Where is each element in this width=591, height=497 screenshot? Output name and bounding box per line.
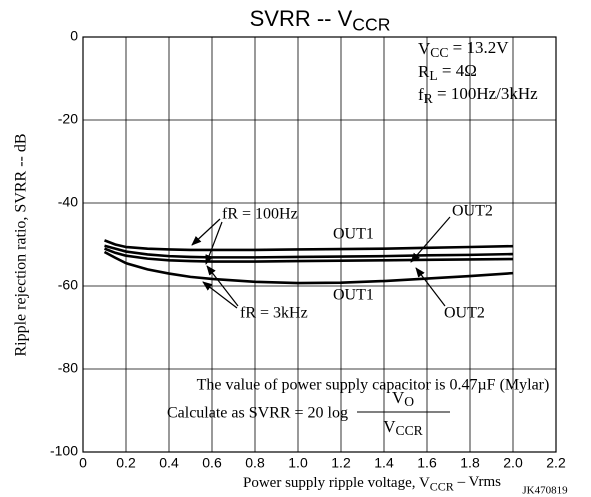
series-line xyxy=(104,247,514,263)
text-part: L xyxy=(429,68,437,83)
x-tick-label: 1.2 xyxy=(331,455,351,471)
x-tick-label: 0.4 xyxy=(159,455,179,471)
y-axis-label: Ripple rejection ratio, SVRR -- dB xyxy=(13,133,30,356)
text-part: R xyxy=(418,62,430,81)
formula: Calculate as SVRR = 20 log xyxy=(167,405,348,422)
curve-label: OUT2 xyxy=(444,305,485,322)
curve-label: OUT1 xyxy=(333,287,374,304)
plot-frame xyxy=(82,36,557,453)
text-part: V xyxy=(383,417,396,436)
x-tick-label: 1.0 xyxy=(288,455,308,471)
y-tick-label: -80 xyxy=(58,360,78,376)
curve-label: fR = 3kHz xyxy=(240,305,308,322)
x-tick-label: 1.8 xyxy=(460,455,480,471)
curve-label: OUT2 xyxy=(452,203,493,220)
fraction-denominator: VCCR xyxy=(383,417,423,438)
text-part: CC xyxy=(430,45,448,60)
y-tick-label: -100 xyxy=(50,443,78,459)
text-part: R xyxy=(424,91,434,106)
x-tick-label: 0.2 xyxy=(116,455,136,471)
condition: fR = 100Hz/3kHz xyxy=(418,84,538,106)
chart-title: SVRR -- VCCR xyxy=(250,6,391,34)
x-tick-label: 2.0 xyxy=(503,455,523,471)
arrow xyxy=(191,218,221,246)
series-line xyxy=(103,250,514,285)
curve-label: fR = 100Hz xyxy=(222,206,298,223)
y-tick-label: -20 xyxy=(58,111,78,127)
text-part: V xyxy=(392,388,405,407)
text-part: SVRR -- V xyxy=(250,6,353,31)
text-part: = 13.2V xyxy=(448,38,509,57)
x-tick-label: 0.6 xyxy=(202,455,222,471)
text-part: V xyxy=(418,39,431,58)
fraction-numerator: VO xyxy=(392,388,414,409)
condition: RL = 4Ω xyxy=(418,61,477,83)
text-part: CCR xyxy=(352,14,390,34)
text-part: f xyxy=(418,85,424,104)
y-tick-label: -60 xyxy=(58,277,78,293)
x-axis-label: Power supply ripple voltage, VCCR – Vrms xyxy=(243,475,501,494)
figure-code: JK470819 xyxy=(522,485,568,497)
x-tick-label: 0.8 xyxy=(245,455,265,471)
x-tick-label: 1.4 xyxy=(374,455,394,471)
text-part: Power supply ripple voltage, V xyxy=(243,475,430,491)
text-part: = 100Hz/3kHz xyxy=(433,84,538,103)
arrow xyxy=(415,267,446,307)
x-tick-label: 2.2 xyxy=(546,455,566,471)
x-tick-label: 0 xyxy=(79,455,87,471)
condition: VCC = 13.2V xyxy=(418,38,509,60)
series-line xyxy=(104,239,514,252)
text-part: – Vrms xyxy=(454,475,501,491)
note: The value of power supply capacitor is 0… xyxy=(197,377,550,394)
text-part: = 4Ω xyxy=(438,61,477,80)
series-line xyxy=(104,244,514,259)
text-part: CCR xyxy=(396,423,424,438)
y-tick-label: -40 xyxy=(58,194,78,210)
y-tick-label: 0 xyxy=(70,28,78,44)
x-tick-label: 1.6 xyxy=(417,455,437,471)
curve-label: OUT1 xyxy=(333,226,374,243)
text-part: CCR xyxy=(430,479,454,493)
text-part: O xyxy=(404,394,414,409)
